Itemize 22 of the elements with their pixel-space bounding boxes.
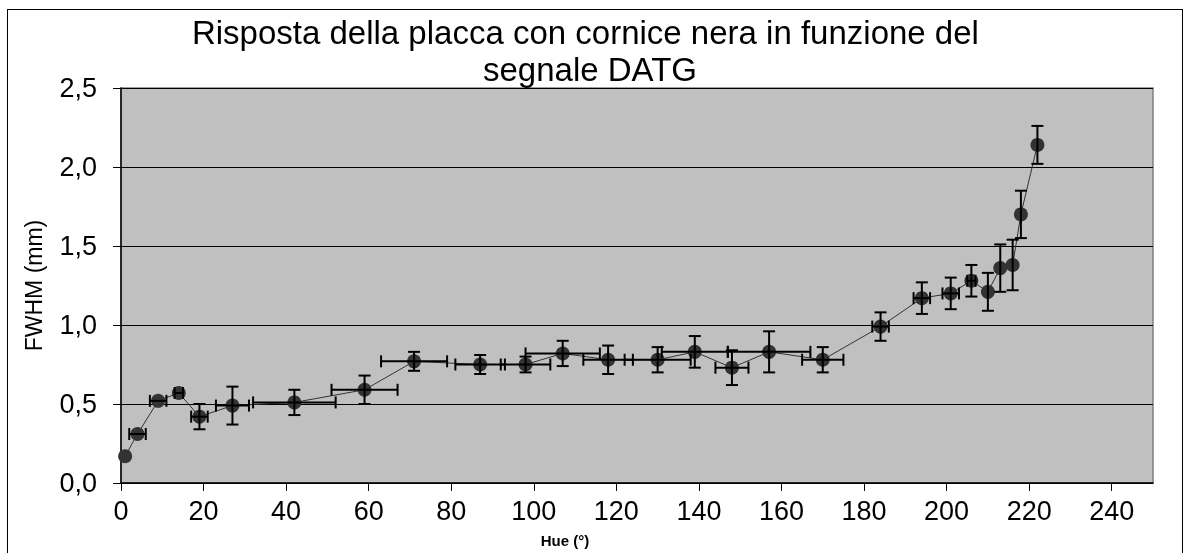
- y-tick-label: 1,0: [59, 310, 97, 340]
- chart-title: Risposta della placca con cornice nera in funzione del segnale DATG: [191, 14, 989, 88]
- x-tick-label: 20: [188, 495, 219, 526]
- x-tick-label: 220: [1006, 495, 1052, 526]
- x-tick-label: 200: [924, 495, 970, 526]
- x-tick-label: 140: [676, 495, 722, 526]
- x-tick-label: 100: [511, 495, 557, 526]
- x-tick-label: 120: [593, 495, 639, 526]
- x-tick-label: 60: [353, 495, 384, 526]
- y-tick-label: 1,5: [59, 231, 97, 261]
- y-tick-label: 0,5: [59, 389, 97, 419]
- y-tick-label: 2,0: [59, 152, 97, 182]
- x-tick-label: 0: [113, 495, 129, 526]
- x-tick-label: 40: [271, 495, 302, 526]
- x-tick-label: 80: [436, 495, 467, 526]
- x-axis-title: Hue (°): [540, 532, 590, 549]
- x-tick-label: 180: [841, 495, 887, 526]
- y-tick-label: 0,0: [59, 468, 97, 498]
- y-tick-label: 2,5: [59, 73, 97, 103]
- x-tick-label: 160: [758, 495, 805, 526]
- y-axis-title: FWHM (mm): [20, 219, 47, 352]
- x-tick-label: 240: [1089, 495, 1135, 526]
